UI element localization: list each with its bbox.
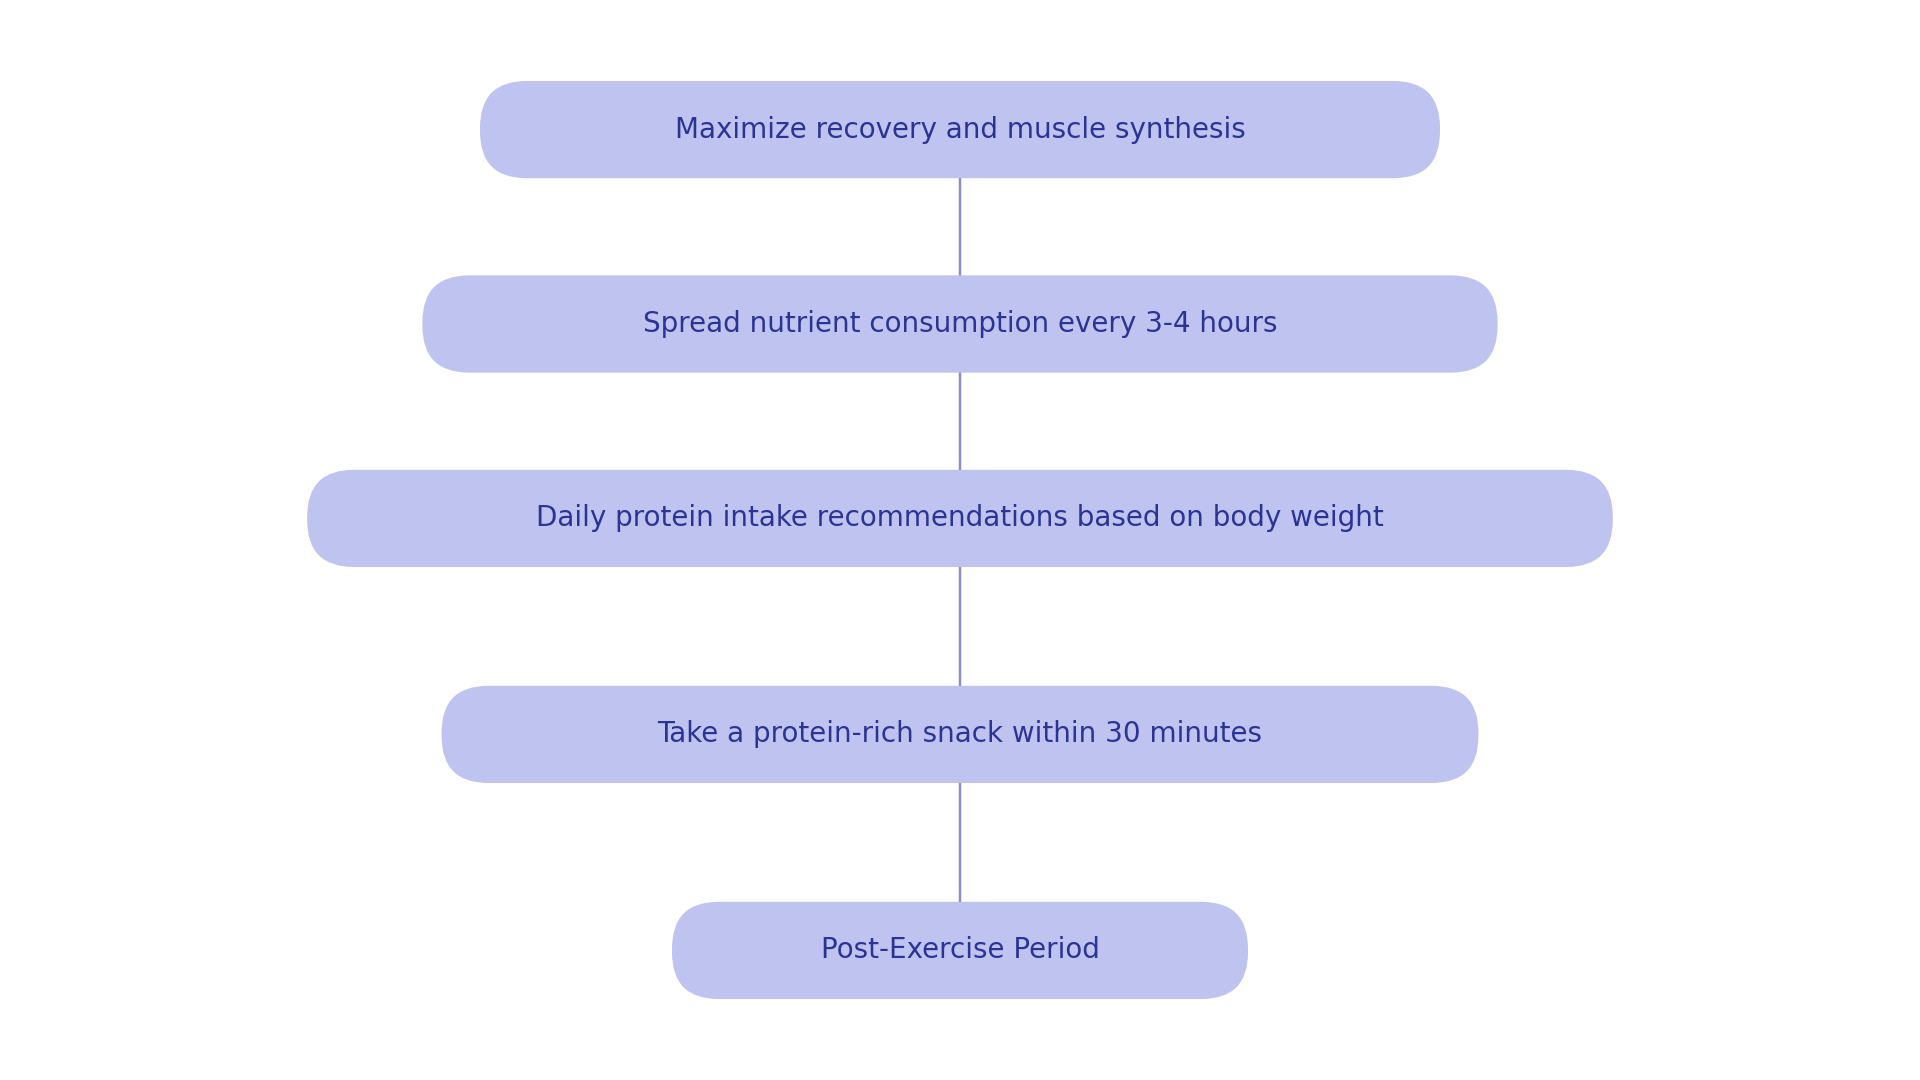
Text: Maximize recovery and muscle synthesis: Maximize recovery and muscle synthesis — [674, 116, 1246, 144]
FancyBboxPatch shape — [442, 686, 1478, 783]
Text: Take a protein-rich snack within 30 minutes: Take a protein-rich snack within 30 minu… — [657, 720, 1263, 748]
FancyBboxPatch shape — [422, 275, 1498, 373]
Text: Daily protein intake recommendations based on body weight: Daily protein intake recommendations bas… — [536, 504, 1384, 532]
FancyBboxPatch shape — [480, 81, 1440, 178]
Text: Spread nutrient consumption every 3-4 hours: Spread nutrient consumption every 3-4 ho… — [643, 310, 1277, 338]
Text: Post-Exercise Period: Post-Exercise Period — [820, 936, 1100, 964]
FancyBboxPatch shape — [307, 470, 1613, 567]
FancyBboxPatch shape — [672, 902, 1248, 999]
